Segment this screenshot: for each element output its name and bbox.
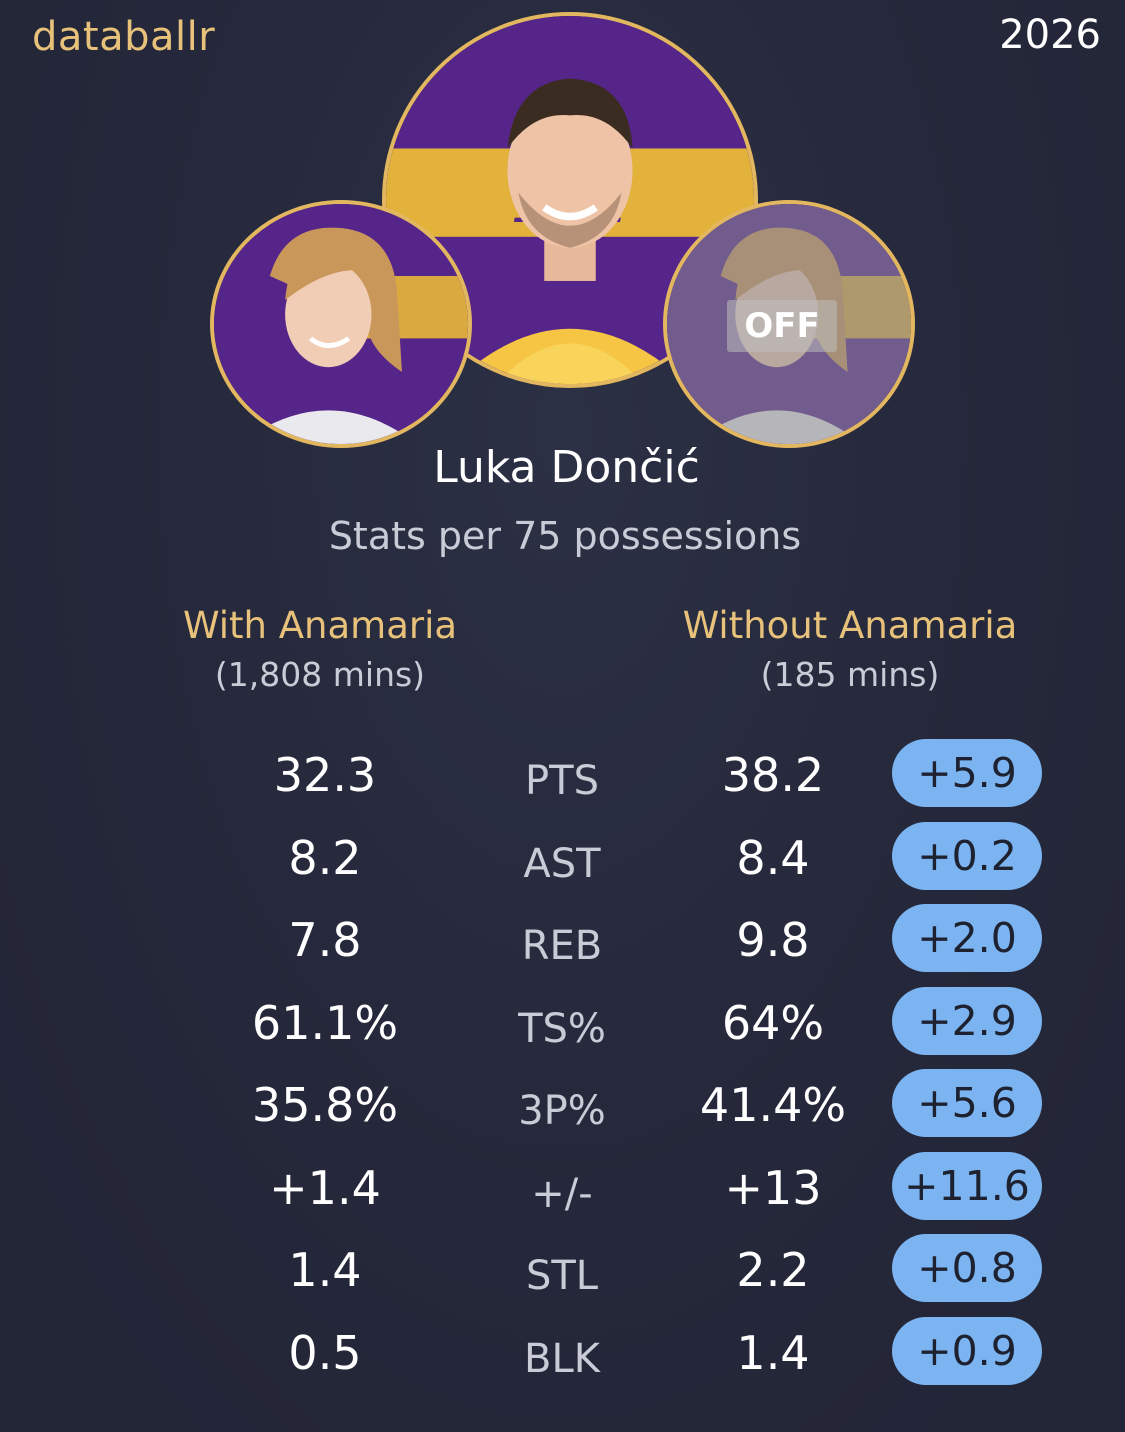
with-value: 7.8 (288, 913, 362, 967)
with-value: 1.4 (288, 1243, 362, 1297)
without-column-minutes: (185 mins) (760, 655, 940, 694)
with-value: 35.8% (251, 1078, 399, 1132)
stat-label: TS% (518, 1005, 606, 1052)
stat-label: PTS (525, 758, 599, 804)
diff-pill: +2.9 (892, 986, 1042, 1055)
stat-label: 3P% (518, 1088, 606, 1134)
without-value: 1.4 (736, 1325, 810, 1380)
with-value: 8.2 (288, 830, 362, 885)
diff-pill: +11.6 (892, 1151, 1042, 1220)
stat-row-plus-minus: +1.4 +/- +13 +11.6 (0, 1148, 1125, 1231)
stat-label: +/- (531, 1170, 593, 1217)
diff-pill: +0.2 (892, 821, 1042, 890)
stat-label: STL (525, 1253, 599, 1299)
without-value: 38.2 (721, 748, 825, 802)
stat-row-reb: 7.8 REB 9.8 +2.0 (0, 900, 1125, 983)
without-column-header: Without Anamaria (185 mins) (650, 604, 1050, 694)
stat-row-blk: 0.5 BLK 1.4 +0.9 (0, 1313, 1125, 1396)
with-column-minutes: (1,808 mins) (214, 655, 426, 694)
with-value: +1.4 (269, 1160, 381, 1215)
diff-pill: +5.9 (892, 739, 1042, 807)
without-value: 8.4 (736, 830, 810, 885)
without-value: 41.4% (699, 1078, 847, 1132)
diff-pill: +0.9 (892, 1316, 1042, 1385)
diff-pill: +5.6 (892, 1069, 1042, 1137)
player-name: Luka Dončić (433, 442, 700, 493)
with-value: 0.5 (288, 1325, 362, 1380)
stat-label: REB (521, 923, 603, 969)
with-value: 32.3 (273, 748, 377, 802)
without-value: 64% (721, 995, 825, 1050)
stat-row-pts: 32.3 PTS 38.2 +5.9 (0, 735, 1125, 818)
off-badge: OFF (727, 300, 837, 352)
diff-pill: +0.8 (892, 1234, 1042, 1302)
with-avatar (210, 200, 472, 448)
stats-subtitle: Stats per 75 possessions (328, 514, 802, 558)
brand-logo: databallr (32, 14, 216, 60)
without-value: 2.2 (736, 1243, 810, 1297)
diff-pill: +2.0 (892, 904, 1042, 972)
stat-row-3p: 35.8% 3P% 41.4% +5.6 (0, 1065, 1125, 1148)
with-column-title: With Anamaria (182, 604, 458, 647)
with-value: 61.1% (251, 995, 399, 1050)
stat-label: BLK (524, 1335, 600, 1382)
stat-row-ts: 61.1% TS% 64% +2.9 (0, 983, 1125, 1066)
without-value: +13 (724, 1160, 822, 1215)
with-column-header: With Anamaria (1,808 mins) (160, 604, 480, 694)
stat-row-stl: 1.4 STL 2.2 +0.8 (0, 1230, 1125, 1313)
stat-row-ast: 8.2 AST 8.4 +0.2 (0, 818, 1125, 901)
with-portrait-image (214, 204, 468, 444)
without-column-title: Without Anamaria (682, 604, 1018, 647)
stat-label: AST (523, 840, 601, 887)
stats-table: 32.3 PTS 38.2 +5.9 8.2 AST 8.4 +0.2 7.8 … (0, 735, 1125, 1395)
without-value: 9.8 (736, 913, 810, 967)
season-year: 2026 (999, 12, 1101, 58)
